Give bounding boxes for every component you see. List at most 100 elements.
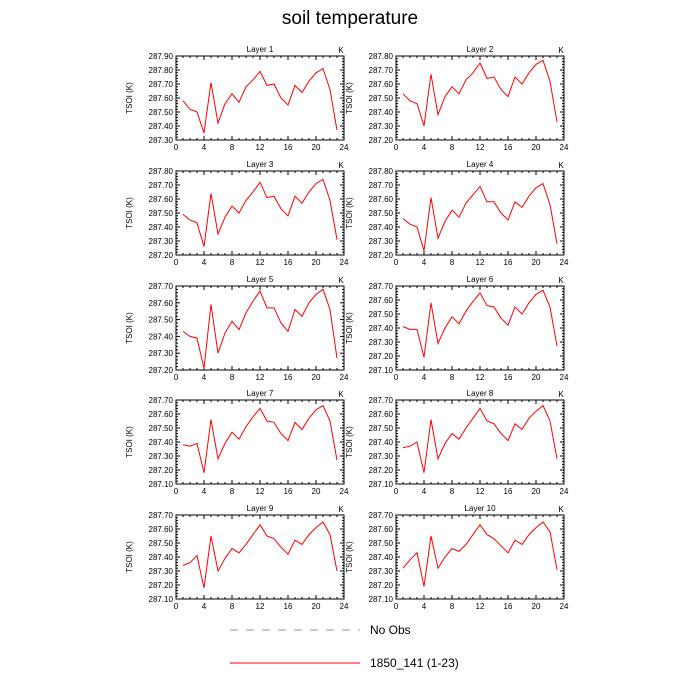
y-tick-label: 287.30 <box>149 237 174 246</box>
unit-label: K <box>558 161 564 170</box>
y-axis-label: TSOI (K) <box>345 541 354 573</box>
x-tick-label: 8 <box>450 258 455 267</box>
x-tick-label: 0 <box>174 602 179 611</box>
panel-layer-2: Layer 2 K TSOI (K) 0 4 8 12 16 20 24 287.20 287.30 2… <box>345 45 569 152</box>
y-tick-label: 287.20 <box>149 366 174 375</box>
y-tick-label: 287.50 <box>369 209 394 218</box>
panel-title: Layer 1 <box>247 45 274 54</box>
y-tick-label: 287.30 <box>149 567 174 576</box>
y-tick-label: 287.60 <box>149 94 174 103</box>
panel-layer-8: Layer 8 K TSOI (K) 0 4 8 12 16 20 24 287.10 287.20 2… <box>345 389 569 496</box>
panel-title: Layer 9 <box>247 504 274 513</box>
y-tick-label: 287.20 <box>369 251 394 260</box>
x-tick-label: 16 <box>284 487 293 496</box>
y-tick-label: 287.20 <box>369 352 394 361</box>
x-tick-label: 0 <box>394 143 399 152</box>
y-tick-label: 287.10 <box>369 480 394 489</box>
series-line-1850-141 <box>182 521 338 588</box>
panel-layer-10: Layer 10 K TSOI (K) 0 4 8 12 16 20 24 287.10 287.20… <box>345 504 569 611</box>
x-tick-label: 8 <box>450 143 455 152</box>
series-line-1850-141 <box>402 404 558 473</box>
series-line-1850-141 <box>402 182 558 251</box>
y-tick-label: 287.40 <box>149 122 174 131</box>
x-tick-label: 24 <box>340 602 349 611</box>
y-tick-label: 287.40 <box>149 332 174 341</box>
y-tick-label: 287.80 <box>369 167 394 176</box>
legend-label-model: 1850_141 (1-23) <box>370 656 459 670</box>
x-tick-label: 0 <box>174 487 179 496</box>
panel-layer-7: Layer 7 K TSOI (K) 0 4 8 12 16 20 24 287.10 287.20 2… <box>125 389 349 496</box>
legend-label-no-obs: No Obs <box>370 623 411 637</box>
x-tick-label: 20 <box>312 143 321 152</box>
plot-frame <box>175 170 345 256</box>
x-tick-label: 12 <box>256 602 265 611</box>
y-axis-label: TSOI (K) <box>125 541 134 573</box>
x-tick-label: 4 <box>202 143 207 152</box>
x-tick-label: 0 <box>174 258 179 267</box>
x-tick-label: 0 <box>394 258 399 267</box>
x-tick-label: 16 <box>284 143 293 152</box>
x-tick-label: 20 <box>532 373 541 382</box>
x-tick-label: 0 <box>174 373 179 382</box>
series-line-1850-141 <box>182 67 338 134</box>
y-tick-label: 287.70 <box>149 511 174 520</box>
x-tick-label: 8 <box>450 602 455 611</box>
panel-title: Layer 6 <box>467 275 494 284</box>
x-tick-label: 24 <box>560 258 569 267</box>
unit-label: K <box>558 276 564 285</box>
y-tick-label: 287.50 <box>149 108 174 117</box>
y-tick-label: 287.60 <box>149 195 174 204</box>
x-tick-label: 24 <box>560 602 569 611</box>
y-tick-label: 287.70 <box>369 66 394 75</box>
x-tick-label: 20 <box>312 602 321 611</box>
y-tick-label: 287.60 <box>149 299 174 308</box>
y-axis-label: TSOI (K) <box>345 312 354 344</box>
series-line-1850-141 <box>182 404 338 473</box>
plot-frame <box>175 514 345 600</box>
unit-label: K <box>338 46 344 55</box>
plot-frame <box>175 399 345 485</box>
x-tick-label: 20 <box>532 487 541 496</box>
plot-frame <box>395 514 565 600</box>
y-tick-label: 287.40 <box>369 108 394 117</box>
x-tick-label: 0 <box>394 602 399 611</box>
y-tick-label: 287.20 <box>369 581 394 590</box>
unit-label: K <box>558 390 564 399</box>
x-tick-label: 4 <box>202 373 207 382</box>
x-tick-label: 4 <box>202 602 207 611</box>
y-tick-label: 287.50 <box>369 539 394 548</box>
panel-title: Layer 4 <box>467 160 494 169</box>
y-tick-label: 287.20 <box>149 466 174 475</box>
plot-frame <box>395 55 565 141</box>
y-tick-label: 287.80 <box>149 66 174 75</box>
x-tick-label: 4 <box>422 487 427 496</box>
x-tick-label: 16 <box>284 258 293 267</box>
x-tick-label: 20 <box>532 258 541 267</box>
x-tick-label: 0 <box>394 373 399 382</box>
y-axis-label: TSOI (K) <box>345 197 354 229</box>
x-tick-label: 24 <box>560 143 569 152</box>
x-tick-label: 12 <box>256 258 265 267</box>
y-tick-label: 287.30 <box>369 452 394 461</box>
y-tick-label: 287.50 <box>149 539 174 548</box>
y-axis-label: TSOI (K) <box>345 82 354 114</box>
y-tick-label: 287.10 <box>369 595 394 604</box>
x-tick-label: 16 <box>504 602 513 611</box>
x-tick-label: 16 <box>284 373 293 382</box>
y-tick-label: 287.50 <box>149 209 174 218</box>
y-tick-label: 287.50 <box>149 424 174 433</box>
y-tick-label: 287.40 <box>149 553 174 562</box>
unit-label: K <box>338 505 344 514</box>
y-axis-label: TSOI (K) <box>345 426 354 458</box>
x-tick-label: 0 <box>394 487 399 496</box>
panel-title: Layer 7 <box>247 389 274 398</box>
y-tick-label: 287.30 <box>149 452 174 461</box>
y-tick-label: 287.80 <box>149 167 174 176</box>
x-tick-label: 20 <box>532 602 541 611</box>
panel-layer-3: Layer 3 K TSOI (K) 0 4 8 12 16 20 24 287.20 287.30 2… <box>125 160 349 267</box>
legend: No Obs 1850_141 (1-23) <box>230 623 459 670</box>
x-tick-label: 24 <box>340 487 349 496</box>
y-tick-label: 287.40 <box>369 324 394 333</box>
x-tick-label: 20 <box>312 373 321 382</box>
x-tick-label: 16 <box>504 373 513 382</box>
